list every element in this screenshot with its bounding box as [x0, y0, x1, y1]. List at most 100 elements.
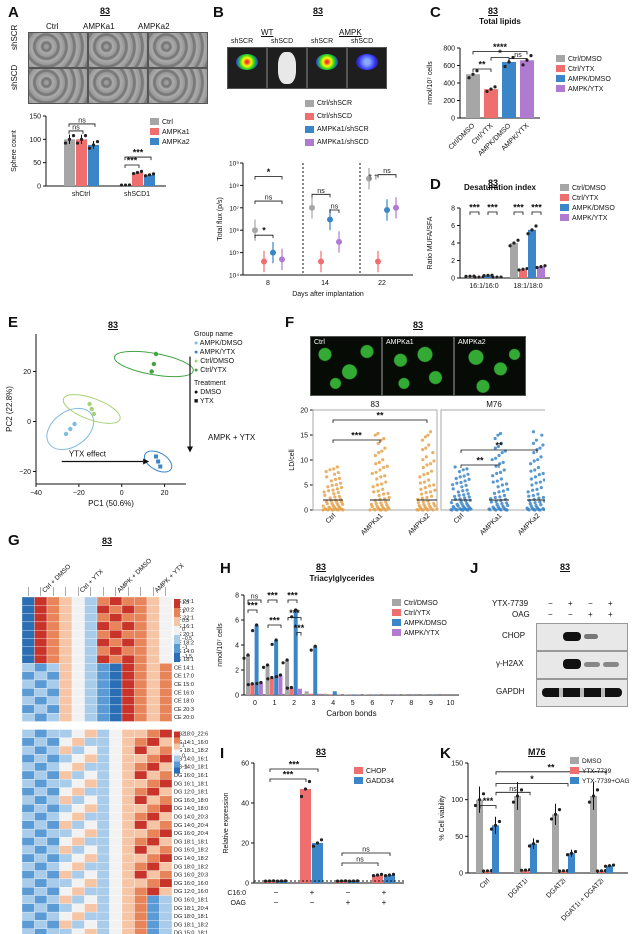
sig-bracket [329, 209, 340, 213]
heatmap-cell [96, 828, 110, 838]
data-point [259, 680, 263, 685]
data-point [530, 506, 534, 510]
data-point [382, 465, 386, 470]
y-axis-label: Relative expression [223, 792, 230, 853]
data-point [378, 468, 382, 472]
data-point [425, 463, 429, 467]
heatmap-cell [34, 887, 48, 896]
heatmap-cell [59, 770, 73, 780]
heatmap-cell [21, 754, 35, 763]
data-point [420, 508, 424, 512]
heatmap-cell [159, 654, 173, 664]
row-label: CE 17:0 [174, 674, 194, 680]
heatmap-cell [84, 713, 98, 722]
data-point [424, 455, 428, 459]
heatmap-cell [121, 696, 135, 706]
heatmap-cell [159, 729, 173, 738]
sig-label: ns [356, 857, 364, 864]
heatmap-cell [59, 862, 73, 871]
panel-g: G 83 Ctrl + DMSO Ctrl + YTX AMPK + DMSO AMP… [0, 532, 210, 934]
cell-line-label: 83 [488, 178, 499, 188]
data-point [541, 495, 545, 500]
sig-bracket [332, 439, 381, 443]
sig-label: *** [289, 760, 300, 770]
heatmap-cell [46, 737, 60, 747]
heatmap-cell [96, 696, 110, 706]
legend-swatch [150, 128, 159, 135]
row-label: CE 16:0 [174, 690, 194, 696]
data-point [332, 492, 336, 496]
data-point [533, 468, 537, 472]
x-tick-label: 2 [292, 700, 296, 707]
data-point [331, 488, 335, 492]
img-row-label: shSCD [10, 64, 19, 90]
sig-bracket [269, 768, 319, 772]
heatmap-cell [159, 779, 173, 788]
heatmap-cell [134, 737, 148, 747]
data-point [376, 489, 380, 493]
data-point [337, 504, 341, 509]
bar [466, 74, 480, 118]
data-point [383, 474, 387, 478]
sphere-image [28, 32, 88, 68]
heatmap-cell [146, 737, 160, 747]
data-point [508, 244, 512, 248]
sign: − [346, 888, 351, 897]
facet-frame [312, 409, 438, 511]
chart-title: Desaturation index [464, 183, 537, 192]
heatmap-cell [121, 704, 135, 714]
data-point [91, 411, 97, 417]
data-point [450, 508, 454, 512]
data-point [427, 502, 431, 506]
lipid-droplet-image: AMPKa2 [454, 336, 526, 396]
heatmap-cell [96, 795, 110, 805]
data-point [271, 879, 276, 883]
data-point [285, 658, 289, 662]
heatmap-cell [109, 605, 123, 614]
heatmap-cell [71, 745, 85, 755]
data-point [147, 173, 152, 177]
heatmap-cell [34, 862, 48, 871]
heatmap-cell [146, 613, 160, 623]
data-point [497, 506, 501, 510]
heatmap-cell [109, 853, 123, 863]
bar [372, 875, 383, 883]
x-tick-label: Ctrl [479, 877, 492, 890]
heatmap-cell [109, 787, 123, 797]
bar [274, 640, 279, 695]
y-tick-label: 20 [300, 408, 308, 415]
heatmap-cell [146, 812, 160, 821]
data-point [323, 507, 327, 511]
data-point [549, 817, 554, 821]
heatmap-cell [109, 713, 123, 722]
panel-letter: F [285, 314, 295, 331]
x-tick-label: −40 [30, 490, 42, 497]
heatmap-cell [134, 779, 148, 788]
data-point [328, 496, 332, 500]
legend-swatch [392, 629, 401, 636]
sign: − [274, 888, 279, 897]
scale-label: −1.5 [182, 654, 192, 660]
sig-bracket [287, 599, 298, 603]
heatmap-cell [146, 621, 160, 631]
data-point [383, 874, 388, 878]
panel-letter: J [470, 560, 479, 577]
row-label: DG 14:1_16:0 [174, 740, 208, 746]
heatmap-cell [84, 770, 98, 780]
data-point [473, 803, 478, 808]
data-point [156, 459, 161, 464]
heatmap-cell [84, 845, 98, 855]
data-point [154, 454, 158, 459]
bar [254, 625, 259, 695]
data-point [507, 60, 511, 64]
data-point [521, 63, 525, 67]
data-point [530, 228, 534, 232]
heatmap-cell [109, 903, 123, 913]
legend-swatch [560, 204, 569, 211]
heatmap-cell [134, 804, 148, 813]
img-col-label: AMPKa2 [138, 22, 170, 31]
data-point [381, 487, 385, 491]
sig-bracket [531, 211, 542, 215]
heatmap-cell [71, 679, 85, 689]
y-tick-label: 20 [241, 841, 249, 848]
